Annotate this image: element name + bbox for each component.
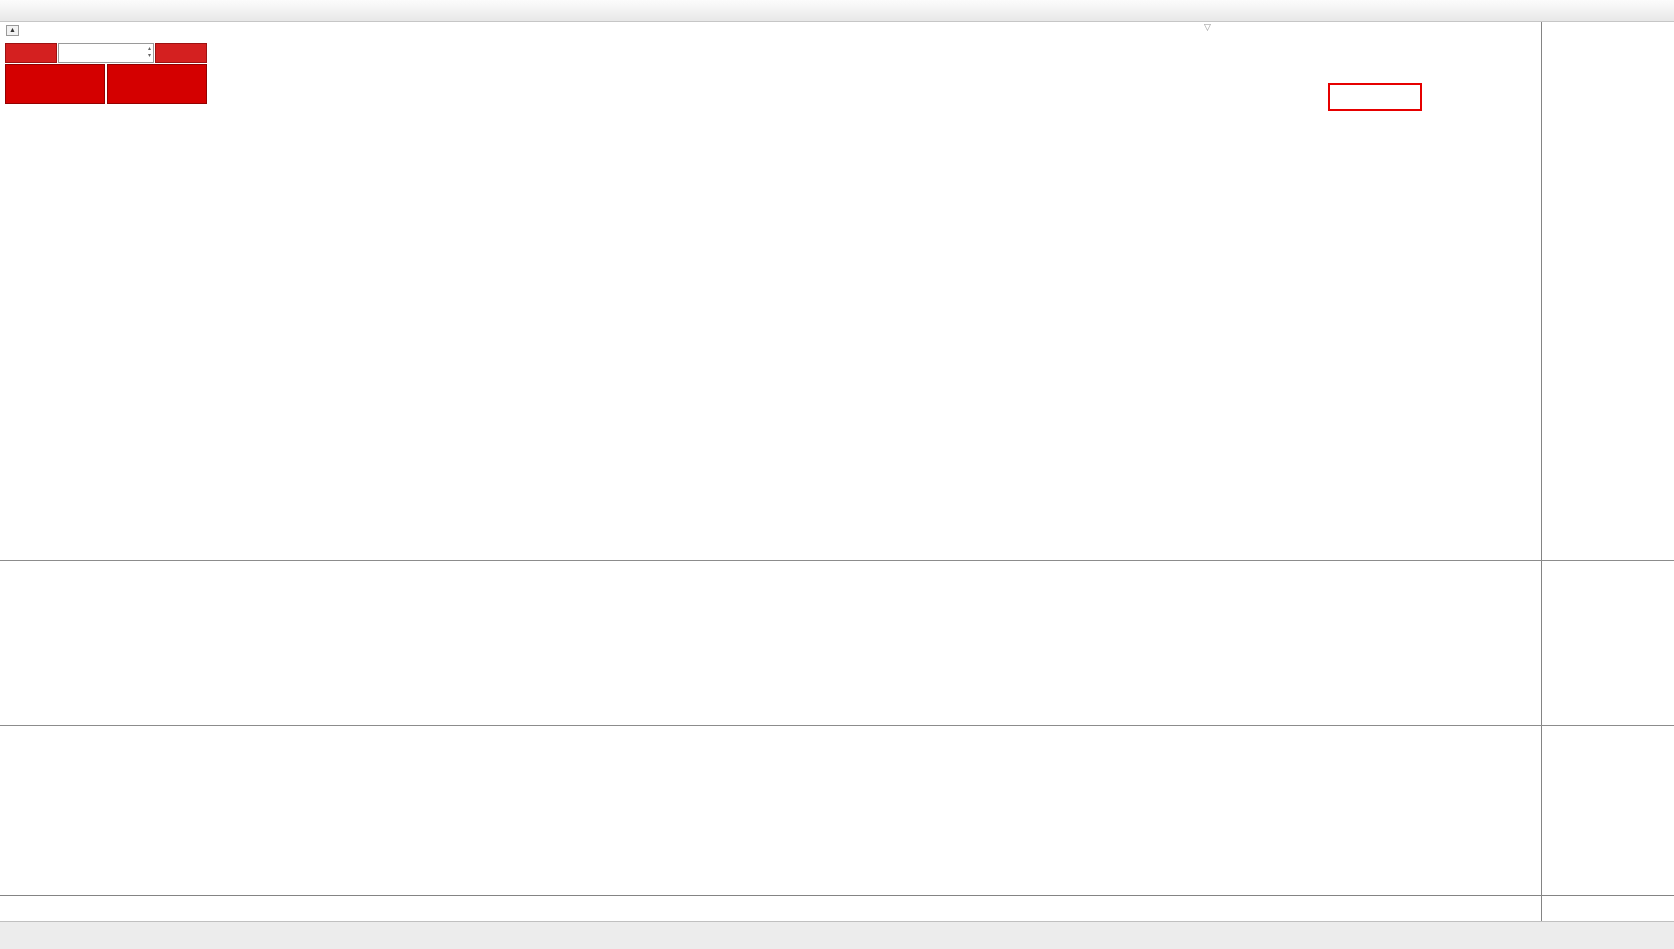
one-click-trading-panel: ▴ ▾ [5,43,207,104]
ask-price-button[interactable] [107,64,207,104]
volume-input[interactable]: ▴ ▾ [58,43,154,63]
volume-spinner[interactable]: ▴ ▾ [148,46,151,60]
time-axis[interactable] [0,895,1674,921]
macd-pane[interactable] [0,560,1674,725]
macd-plot[interactable] [0,561,1541,726]
price-axis[interactable] [1541,22,1674,560]
bottom-strip [0,921,1674,949]
rsi-axis[interactable] [1541,726,1674,895]
macd-axis[interactable] [1541,561,1674,725]
rsi-label [5,729,11,740]
toolbar [0,0,1674,22]
chart-shift-marker: ▽ [1204,22,1211,32]
rsi-pane[interactable] [0,725,1674,895]
macd-label [5,564,17,575]
sell-button[interactable] [5,43,57,63]
spinner-up-icon[interactable]: ▴ [147,46,151,52]
price-callout[interactable] [1328,83,1422,111]
main-chart-pane[interactable]: ▽ ▲ ▴ ▾ [0,22,1674,560]
bid-price-button[interactable] [5,64,105,104]
rsi-plot[interactable] [0,726,1541,896]
main-plot[interactable] [0,22,1541,560]
buy-button[interactable] [155,43,207,63]
time-axis-corner [1541,896,1674,921]
one-click-toggle[interactable]: ▲ [6,25,19,36]
spinner-down-icon[interactable]: ▾ [147,53,151,59]
